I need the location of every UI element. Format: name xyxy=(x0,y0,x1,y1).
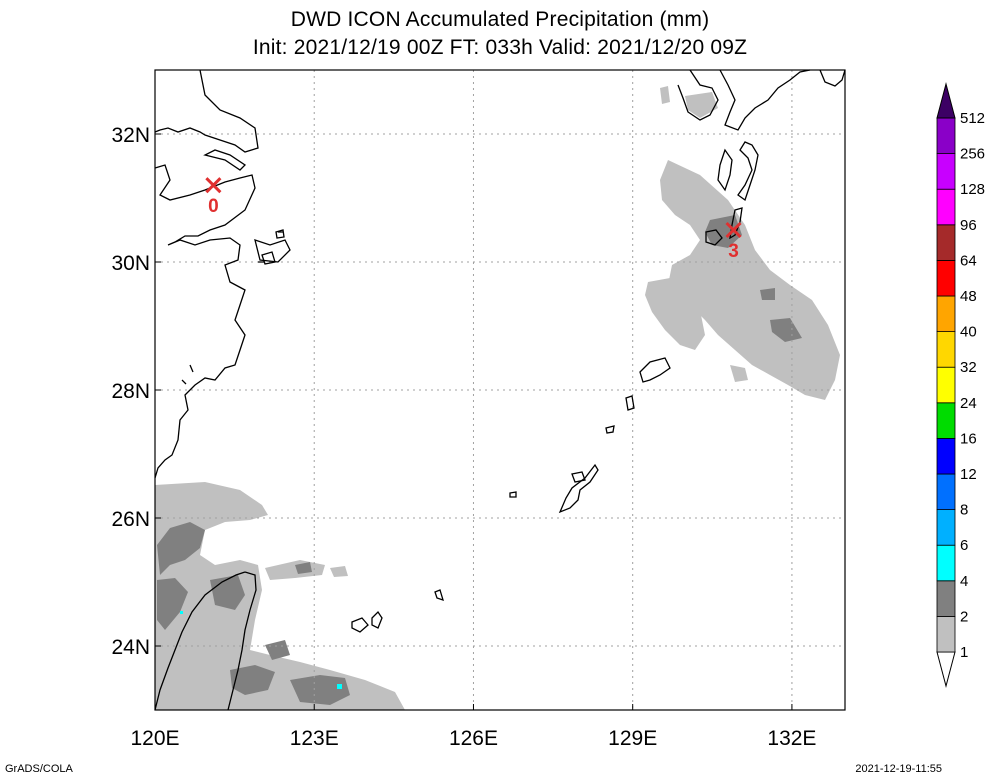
precip-cyan-spot-2 xyxy=(180,611,183,614)
colorbar-label: 12 xyxy=(960,466,977,483)
precip-heavy-southwest xyxy=(157,522,205,575)
colorbar-segment xyxy=(936,544,956,582)
lat-tick-label: 32N xyxy=(111,124,150,147)
colorbar-label: 16 xyxy=(960,430,977,447)
colorbar-segment xyxy=(936,188,956,226)
colorbar-label: 6 xyxy=(960,537,968,554)
grid-lines xyxy=(154,70,845,710)
lat-tick-label: 24N xyxy=(111,636,150,659)
precip-area-east-3 xyxy=(680,258,705,282)
lon-tick-label: 132E xyxy=(767,727,816,750)
coastline-yakushima xyxy=(705,229,723,246)
colorbar-under-arrow xyxy=(936,651,956,688)
coastline-okinawa-north xyxy=(571,471,586,483)
precip-area-east-2 xyxy=(645,278,705,350)
colorbar-label: 64 xyxy=(960,252,977,269)
colorbar-segment xyxy=(936,331,956,368)
colorbar-segment xyxy=(936,366,956,404)
colorbar-label: 256 xyxy=(960,146,985,163)
precip-cyan-spot xyxy=(337,684,342,689)
colorbar-label: 48 xyxy=(960,288,977,305)
colorbar-label: 512 xyxy=(960,110,985,127)
precip-area-southwest xyxy=(155,482,405,710)
coastline-islands-zhoushan xyxy=(261,229,285,265)
precip-heavy-southwest-7 xyxy=(295,562,312,574)
coastline-misc-islands xyxy=(181,231,283,385)
footer-timestamp: 2021-12-19-11:55 xyxy=(855,763,942,775)
precip-heavy-southwest-5 xyxy=(290,675,350,705)
colorbar-label: 96 xyxy=(960,217,977,234)
colorbar-label: 128 xyxy=(960,181,985,198)
coastline-okinawa xyxy=(558,463,599,514)
station-x-mark xyxy=(725,221,742,239)
lon-tick-label: 123E xyxy=(290,727,339,750)
precip-heavy-east-2 xyxy=(760,288,775,300)
colorbar-label: 4 xyxy=(960,573,968,590)
colorbar-label: 2 xyxy=(960,608,968,625)
coastline-hangzhou-bay xyxy=(254,239,291,263)
colorbar-segment xyxy=(936,437,956,475)
precip-heavy-southwest-6 xyxy=(265,640,290,660)
precip-heavy-east-3 xyxy=(770,318,802,342)
colorbar-segment xyxy=(936,259,956,297)
precip-area-southwest-2 xyxy=(265,560,325,580)
colorbar-segment xyxy=(936,295,956,332)
station-markers: 03 xyxy=(205,177,742,262)
precip-area-east-4 xyxy=(730,365,748,382)
colorbar-label: 40 xyxy=(960,324,977,341)
lon-tick-label: 120E xyxy=(130,727,179,750)
colorbar-label: 32 xyxy=(960,359,977,376)
precip-area-east xyxy=(660,160,840,400)
colorbar-segment xyxy=(936,473,956,510)
axis-ticks: 120E 123E 126E 129E 132E 32N 30N 28N 26N 24N xyxy=(111,124,816,750)
coastline-okinoerabu xyxy=(605,425,615,434)
map-title: DWD ICON Accumulated Precipitation (mm) xyxy=(290,8,710,31)
colorbar-segment xyxy=(936,509,956,546)
colorbar-segment xyxy=(936,117,956,154)
footer-credit: GrADS/COLA xyxy=(5,763,73,775)
colorbar-segment xyxy=(936,580,956,617)
lat-tick-label: 26N xyxy=(111,508,150,531)
lat-tick-label: 28N xyxy=(111,380,150,403)
lon-tick-label: 129E xyxy=(608,727,657,750)
coastline-tanegashima xyxy=(729,207,743,240)
precip-heavy-southwest-2 xyxy=(157,578,188,630)
coastline-china xyxy=(154,69,259,479)
coastline-ishigaki xyxy=(351,610,383,633)
lat-tick-label: 30N xyxy=(111,252,150,275)
precip-area-east-5 xyxy=(660,86,670,104)
colorbar-label: 8 xyxy=(960,502,968,519)
precip-shading xyxy=(155,86,840,710)
colorbar-segment xyxy=(936,224,956,261)
station-x-mark xyxy=(205,177,222,194)
precip-area-southwest-3 xyxy=(330,566,348,577)
station-value-label: 0 xyxy=(208,196,219,217)
colorbar-segment xyxy=(936,153,956,190)
station-marker: 3 xyxy=(725,221,742,262)
colorbar-over-arrow xyxy=(936,82,956,119)
station-marker: 0 xyxy=(205,177,222,217)
colorbar-segment xyxy=(936,616,956,653)
coastline-kerama xyxy=(509,491,517,498)
colorbar-segment xyxy=(936,402,956,439)
map-subtitle: Init: 2021/12/19 00Z FT: 033h Valid: 202… xyxy=(252,36,748,59)
coastline-kyushu xyxy=(677,69,846,202)
coastline-miyako xyxy=(434,589,444,602)
precip-heavy-southwest-4 xyxy=(230,665,275,695)
coastline-tokunoshima xyxy=(625,395,635,411)
station-value-label: 3 xyxy=(728,241,739,262)
coastline-taiwan xyxy=(154,571,257,711)
lon-tick-label: 126E xyxy=(449,727,498,750)
coastline-china-inlet xyxy=(203,149,247,171)
colorbar-label: 1 xyxy=(960,644,968,661)
colorbar-label: 24 xyxy=(960,395,977,412)
coastlines xyxy=(154,69,846,711)
coastline-amami xyxy=(639,357,671,383)
precip-area-east-6 xyxy=(685,92,718,118)
